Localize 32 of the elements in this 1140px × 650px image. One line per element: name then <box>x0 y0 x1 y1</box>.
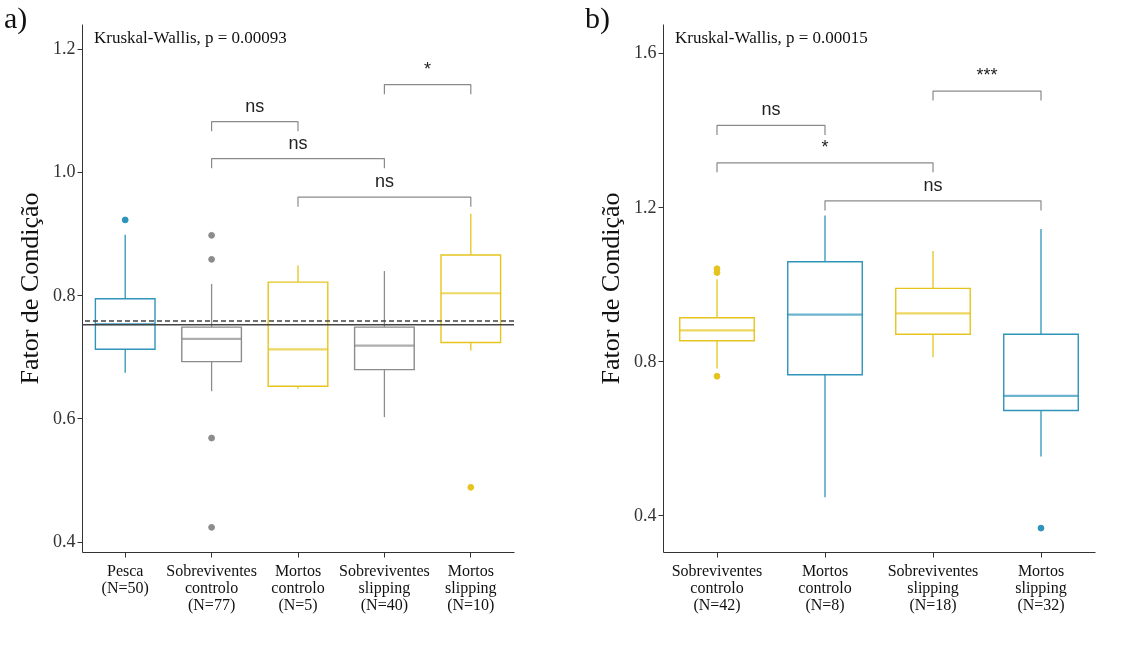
annotation: ns <box>923 174 943 195</box>
x-tick-label: Pesca (N=50) <box>101 561 149 597</box>
annotation: ns <box>245 95 265 116</box>
y-tick-label: 1.6 <box>634 42 657 63</box>
y-tick-label: 0.4 <box>634 504 657 525</box>
y-tick-label: 0.8 <box>53 284 76 305</box>
annotation: ns <box>761 99 781 120</box>
x-tick-label: Sobreviventes slipping (N=40) <box>339 561 430 614</box>
x-tick-label: Mortos controlo (N=5) <box>271 561 325 614</box>
y-tick-label: 0.8 <box>634 350 657 371</box>
chart-title: b) <box>585 1 610 35</box>
y-tick-label: 1.2 <box>53 38 76 59</box>
y-tick-label: 0.4 <box>53 531 76 552</box>
annotation: ns <box>288 132 308 153</box>
y-axis-title: Fator de Condição <box>15 192 44 385</box>
annotation: * <box>424 58 432 79</box>
x-tick-label: Sobreviventes slipping (N=18) <box>887 561 979 614</box>
x-tick-label: Sobreviventes controlo (N=42) <box>671 561 763 614</box>
annotation: Kruskal-Wallis, p = 0.00015 <box>675 28 868 47</box>
annotation: *** <box>976 65 998 86</box>
y-tick-label: 1.2 <box>634 196 657 217</box>
y-tick-label: 1.0 <box>53 161 76 182</box>
x-tick-label: Mortos controlo (N=8) <box>798 561 852 614</box>
annotation: Kruskal-Wallis, p = 0.00093 <box>94 28 287 47</box>
annotation: ns <box>374 171 394 192</box>
x-tick-label: Mortos slipping (N=32) <box>1015 561 1067 614</box>
y-axis-title: Fator de Condição <box>596 192 625 385</box>
chart-title: a) <box>4 1 28 35</box>
x-tick-label: Sobreviventes controlo (N=77) <box>166 561 257 614</box>
annotation: * <box>821 136 829 157</box>
x-tick-label: Mortos slipping (N=10) <box>445 561 497 614</box>
y-tick-label: 0.6 <box>53 407 76 428</box>
